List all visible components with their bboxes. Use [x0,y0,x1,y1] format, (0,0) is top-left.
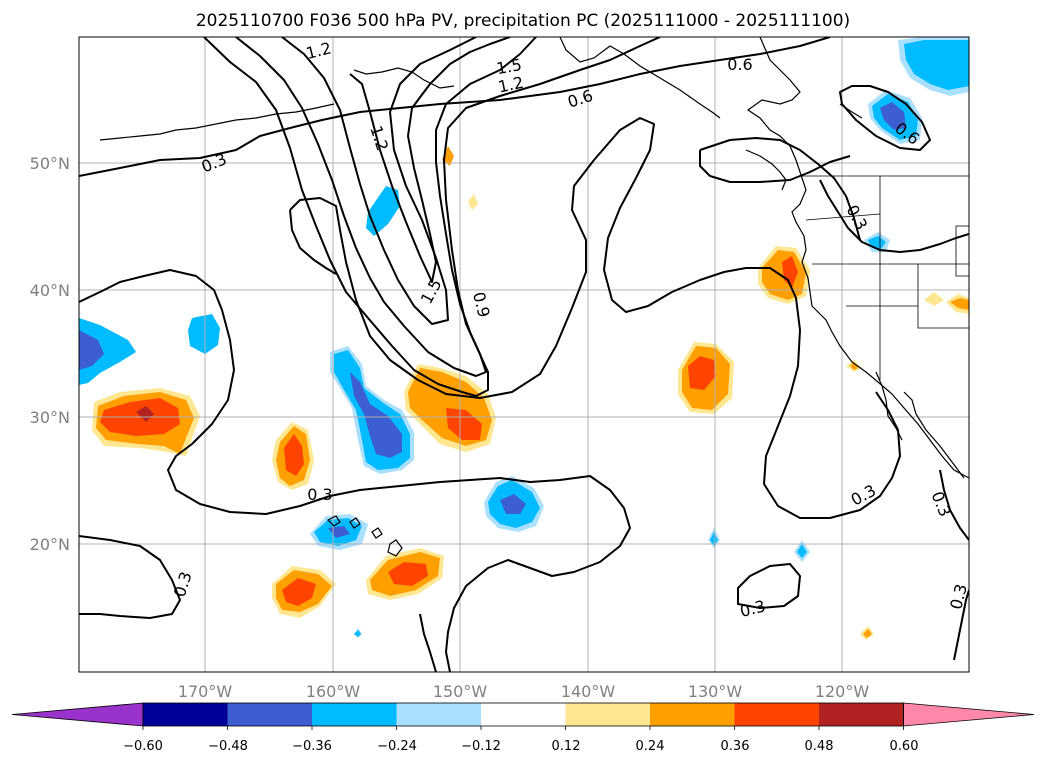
precip-blob-pos-153w-18n [366,548,444,600]
colorbar-swatch [312,703,397,726]
precip-blob-neg-170 [188,314,220,354]
precip-blob-neg-157w [330,346,414,474]
lon-label: 170°W [178,682,233,701]
lon-label: 150°W [433,682,488,701]
contour-label: 0.3 [307,485,332,504]
precip-blob-pos-162w [272,422,314,490]
colorbar-tick-label: 0.24 [636,739,665,754]
lon-label: 140°W [561,682,616,701]
map-background [79,37,969,672]
precip-speck-pos-5 [924,292,944,306]
borders [800,175,969,380]
precip-blob-pos-150w [404,364,496,452]
colorbar [11,702,1035,730]
colorbar-tick-label: 0.60 [890,739,919,754]
precip-blob-neg-ne [868,37,969,144]
lat-label: 50°N [30,154,70,173]
colorbar-tick-label: −0.60 [123,739,163,754]
colorbar-tick-label: −0.12 [461,739,501,754]
colorbar-ticks: −0.60 −0.48 −0.36 −0.24 −0.12 0.12 0.24 … [123,739,918,754]
precip-blob-neg-hawaii [310,514,368,550]
precip-shading [79,37,969,640]
gridlines [79,37,969,672]
lat-axis-labels: 50°N 40°N 30°N 20°N [30,154,70,554]
precip-speck-neg-2b [710,532,718,546]
precip-speck-pos-4b [863,629,872,638]
colorbar-frame [142,702,904,727]
colorbar-extend-low [11,702,144,727]
colorbar-tick-label: 0.36 [721,739,750,754]
precip-blob-pos-130w [678,342,734,414]
lon-label: 160°W [306,682,361,701]
contour-label: 0.3 [946,582,971,611]
colorbar-tick-label: 0.12 [552,739,581,754]
colorbar-extend-high [903,702,1035,727]
precip-speck-neg-1b [354,630,361,637]
precip-speck-pos-6b [950,298,969,310]
precip-blob-neg-west [79,318,136,385]
precip-blob-neg-146w [484,476,544,532]
map-frame [78,36,970,673]
lon-axis-labels: 170°W 160°W 150°W 140°W 130°W 120°W [178,682,870,701]
precip-blob-pos-175w [92,388,200,456]
contour-label: 1.2 [496,73,525,97]
colorbar-swatch [650,703,735,726]
colorbar-swatch [481,703,566,726]
colorbar-tick-label: 0.48 [805,739,834,754]
contour-label: 0.6 [727,55,752,74]
colorbar-swatch [227,703,313,726]
colorbar-swatch [143,703,228,726]
lat-label: 40°N [30,281,70,300]
precip-speck-pos-3b [850,362,858,370]
precip-blob-pos-160w-16n [272,566,336,618]
colorbar-tick-label: −0.48 [208,739,248,754]
colorbar-tick-label: −0.24 [377,739,417,754]
precip-speck-neg-3b [797,544,807,558]
colorbar-swatch [819,703,904,726]
colorbar-tick-label: −0.36 [292,739,332,754]
lon-label: 120°W [815,682,870,701]
pv-contours [79,37,969,672]
contour-label: 1.5 [495,55,523,78]
precip-speck-pos-2 [468,194,478,210]
precip-blob-neg-155w [366,186,400,236]
lat-label: 30°N [30,408,70,427]
lon-label: 130°W [688,682,743,701]
colorbar-swatch [396,703,482,726]
map-title: 2025110700 F036 500 hPa PV, precipitatio… [196,11,850,31]
colorbar-swatch [565,703,651,726]
colorbar-swatch [734,703,820,726]
lat-label: 20°N [30,535,70,554]
coastlines [99,37,969,557]
map-panel: 1.2 1.5 1.2 0.6 0.6 0.3 1.2 1.5 0.9 0.6 … [78,36,971,673]
